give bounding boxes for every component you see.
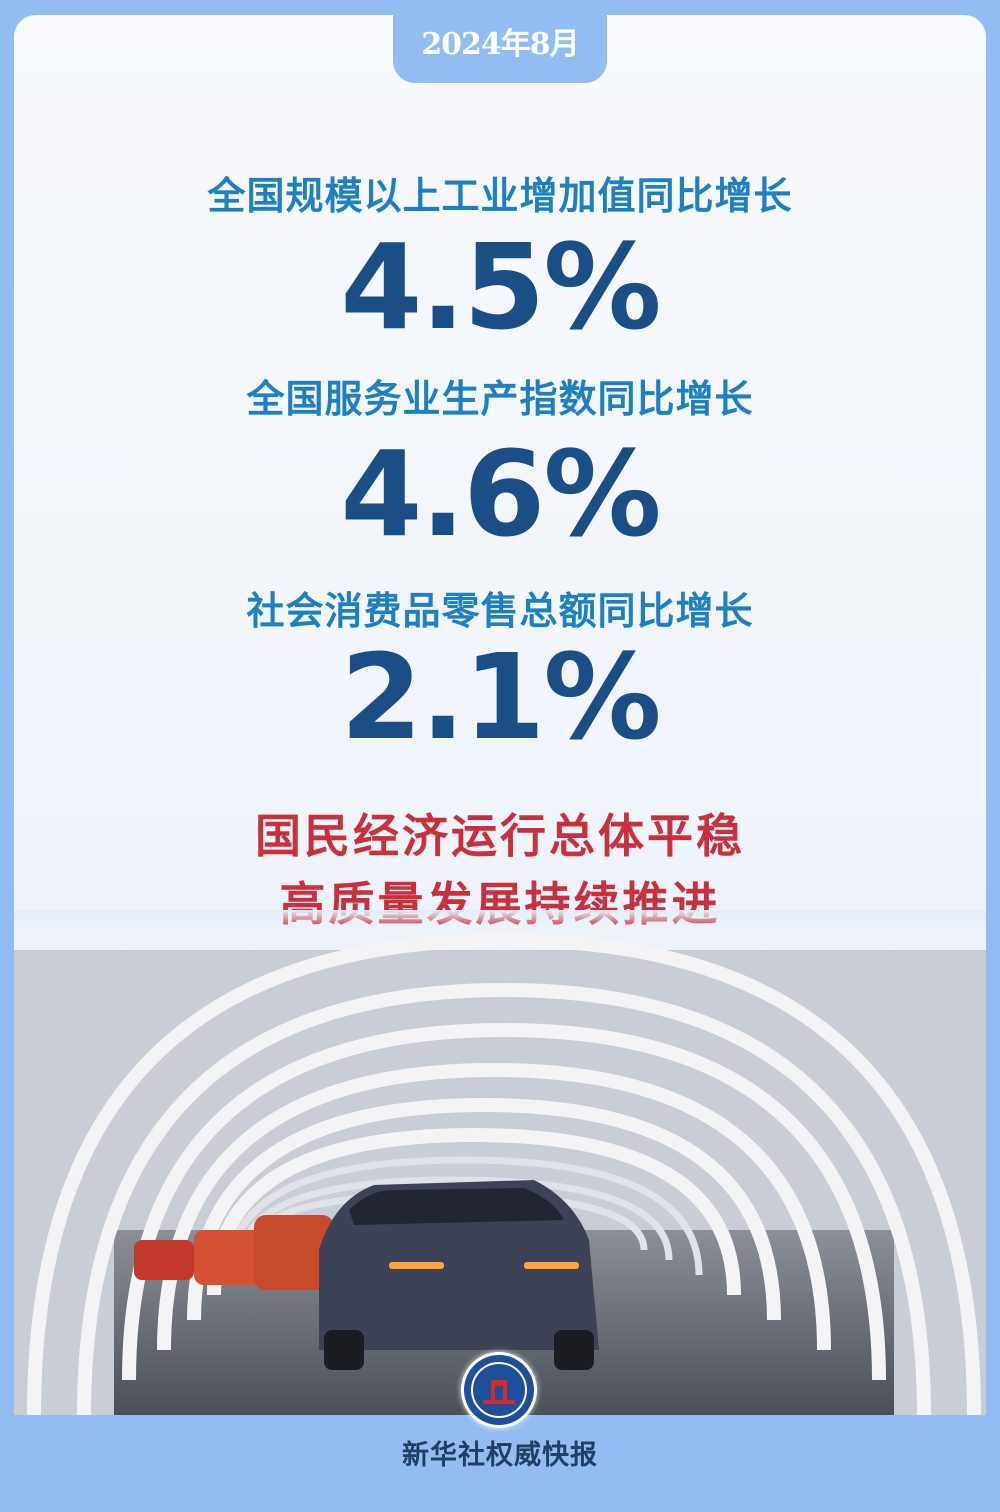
xinhua-logo: [461, 1352, 537, 1428]
cars: [134, 1180, 599, 1370]
date-badge: 2024年8月: [393, 15, 607, 83]
stat-value-industry: 4.5%: [340, 218, 661, 356]
footer-source: 新华社权威快报: [402, 1440, 598, 1471]
stat-label-services: 全国服务业生产指数同比增长: [246, 377, 754, 421]
stat-value-services: 4.6%: [340, 425, 661, 563]
stat-value-retail: 2.1%: [340, 628, 661, 766]
stat-label-retail: 社会消费品零售总额同比增长: [246, 589, 754, 633]
stat-label-industry: 全国规模以上工业增加值同比增长: [207, 174, 793, 218]
factory-tunnel-photo: [14, 910, 986, 1415]
slogan-line-1: 国民经济运行总体平稳: [255, 809, 745, 863]
